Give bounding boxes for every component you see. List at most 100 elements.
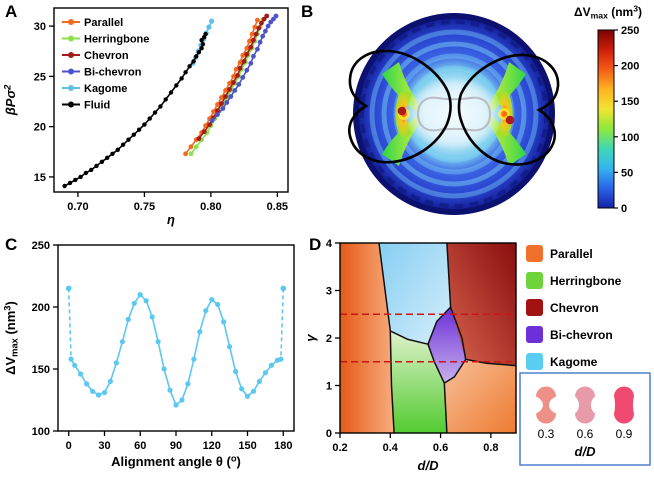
svg-text:0.2: 0.2 (332, 442, 347, 454)
legend-swatch-chevron (526, 299, 543, 316)
svg-text:150: 150 (32, 364, 50, 376)
heatmap-with-colorbar: 0 50 100 150 200 250 ΔVmax (nm3) (348, 4, 642, 216)
svg-text:30: 30 (34, 21, 46, 33)
red-marker-right (505, 115, 515, 125)
svg-text:0.70: 0.70 (67, 201, 88, 213)
x-axis-label: η (167, 212, 175, 227)
phase-boundary (389, 330, 429, 345)
svg-text:0: 0 (66, 440, 72, 452)
svg-text:Chevron: Chevron (84, 50, 129, 62)
axes: 0.70 0.75 0.80 0.85 15 20 25 30 (34, 7, 289, 213)
phase-boundary (443, 358, 467, 384)
panel-d-label: D (309, 235, 322, 254)
x-axis-label: d/D (418, 458, 440, 473)
svg-text:4: 4 (326, 238, 333, 250)
panel-d-phase-diagram: D 0.2 0.4 0.6 0.8 0 1 2 3 4 d/D γ Parallel Herringbo… (304, 233, 654, 483)
svg-text:0: 0 (621, 203, 627, 215)
svg-text:25: 25 (34, 71, 46, 83)
y-axis-label: ΔVmax (nm3) (3, 301, 20, 375)
inset-axis-label: d/D (575, 444, 597, 459)
svg-text:Bi-chevron: Bi-chevron (84, 67, 142, 79)
svg-text:0.9: 0.9 (616, 427, 633, 441)
svg-text:3: 3 (326, 286, 332, 298)
y-axis-label: βPσ2 (3, 84, 19, 116)
series-fluid (62, 31, 208, 189)
phase-boundary (446, 242, 452, 308)
series--vmax-vs-angle (65, 285, 287, 408)
svg-text:120: 120 (203, 440, 221, 452)
svg-text:Bi-chevron: Bi-chevron (550, 328, 613, 342)
dumbbell-shape-0.9 (614, 386, 634, 424)
legend: Parallel Herringbone Chevron Bi-chevron Kago… (62, 17, 149, 112)
panel-a-equation-of-state: A 0.70 0.75 0.80 0.85 15 20 25 30 Parallel Herrin… (0, 0, 296, 233)
pressure-vs-packing-fraction-chart: 0.70 0.75 0.80 0.85 15 20 25 30 Parallel Herringb… (3, 7, 289, 227)
svg-text:180: 180 (274, 440, 292, 452)
region-kagome (379, 243, 451, 345)
phase-boundary (449, 306, 467, 360)
svg-text:150: 150 (238, 440, 256, 452)
svg-text:250: 250 (32, 240, 50, 252)
black-contour-right (457, 53, 560, 166)
phase-legend: Parallel Herringbone Chevron Bi-chevron Kago… (526, 245, 622, 370)
phase-boundary (465, 358, 517, 367)
svg-text:Kagome: Kagome (84, 83, 127, 95)
svg-text:0.80: 0.80 (200, 201, 221, 213)
phase-diagram-chart: 0.2 0.4 0.6 0.8 0 1 2 3 4 d/D γ Parallel Herringbone… (304, 238, 651, 473)
legend-swatch-bi-chevron (526, 326, 543, 343)
colorbar-title: ΔVmax (nm3) (574, 4, 642, 21)
panel-b-excluded-volume-map: B 0 50 100 150 200 250 ΔVmax (nm3) (296, 0, 654, 233)
region-parallel-left (340, 243, 395, 433)
panel-a-label: A (5, 2, 18, 21)
svg-text:0.4: 0.4 (383, 442, 399, 454)
region-chevron (446, 243, 516, 366)
colorbar: 0 50 100 150 200 250 ΔVmax (nm3) (574, 4, 642, 216)
x-axis-label: Alignment angle θ (o) (111, 454, 241, 470)
panel-b-label: B (301, 2, 314, 21)
svg-text:Fluid: Fluid (84, 100, 110, 112)
svg-text:2: 2 (326, 333, 332, 345)
svg-text:Chevron: Chevron (550, 301, 599, 315)
svg-text:Herringbone: Herringbone (550, 274, 622, 288)
svg-text:30: 30 (98, 440, 110, 452)
particle-shape-inset: 0.3 0.6 0.9 d/D (519, 372, 651, 466)
panel-c-alignment-angle-plot: C 0 30 60 90 120 150 180 100 150 200 250 Alignment … (0, 233, 304, 483)
phase-boundary (378, 242, 395, 434)
dumbbell-shape-0.6 (575, 386, 595, 424)
svg-text:90: 90 (170, 440, 182, 452)
gray-particle-contour (416, 96, 492, 132)
y-axis-label: γ (304, 334, 318, 342)
svg-text:0.3: 0.3 (538, 427, 555, 441)
svg-text:0.8: 0.8 (483, 442, 498, 454)
legend-swatch-kagome (526, 353, 543, 370)
svg-text:Kagome: Kagome (550, 355, 598, 369)
svg-text:20: 20 (34, 122, 46, 134)
series-bi-chevron (209, 13, 279, 123)
phase-boundary (443, 383, 448, 434)
svg-text:0.75: 0.75 (134, 201, 155, 213)
region-parallel-bottom-right (444, 359, 516, 433)
svg-text:1: 1 (326, 381, 332, 393)
phase-boundary (427, 306, 452, 345)
svg-text:0: 0 (326, 428, 332, 440)
delta-v-vs-angle-chart: 0 30 60 90 120 150 180 100 150 200 250 Alignment an… (3, 240, 295, 470)
series-chevron (196, 13, 270, 142)
black-contour-left (348, 49, 452, 164)
dumbbell-shape-0.3 (536, 386, 556, 424)
svg-text:0.6: 0.6 (577, 427, 594, 441)
svg-text:200: 200 (621, 61, 639, 73)
svg-text:100: 100 (32, 426, 50, 438)
red-marker-left (397, 106, 407, 116)
svg-text:0.85: 0.85 (267, 201, 288, 213)
series-parallel (183, 17, 260, 157)
svg-text:Parallel: Parallel (550, 247, 593, 261)
legend-swatch-herringbone (526, 272, 543, 289)
svg-text:Herringbone: Herringbone (84, 34, 149, 46)
svg-text:60: 60 (134, 440, 146, 452)
svg-text:250: 250 (621, 25, 639, 37)
svg-text:50: 50 (621, 167, 633, 179)
axes: 0 30 60 90 120 150 180 100 150 200 250 (32, 240, 295, 452)
svg-text:100: 100 (621, 132, 639, 144)
svg-text:200: 200 (32, 302, 50, 314)
excluded-volume-heatmap (348, 13, 560, 215)
